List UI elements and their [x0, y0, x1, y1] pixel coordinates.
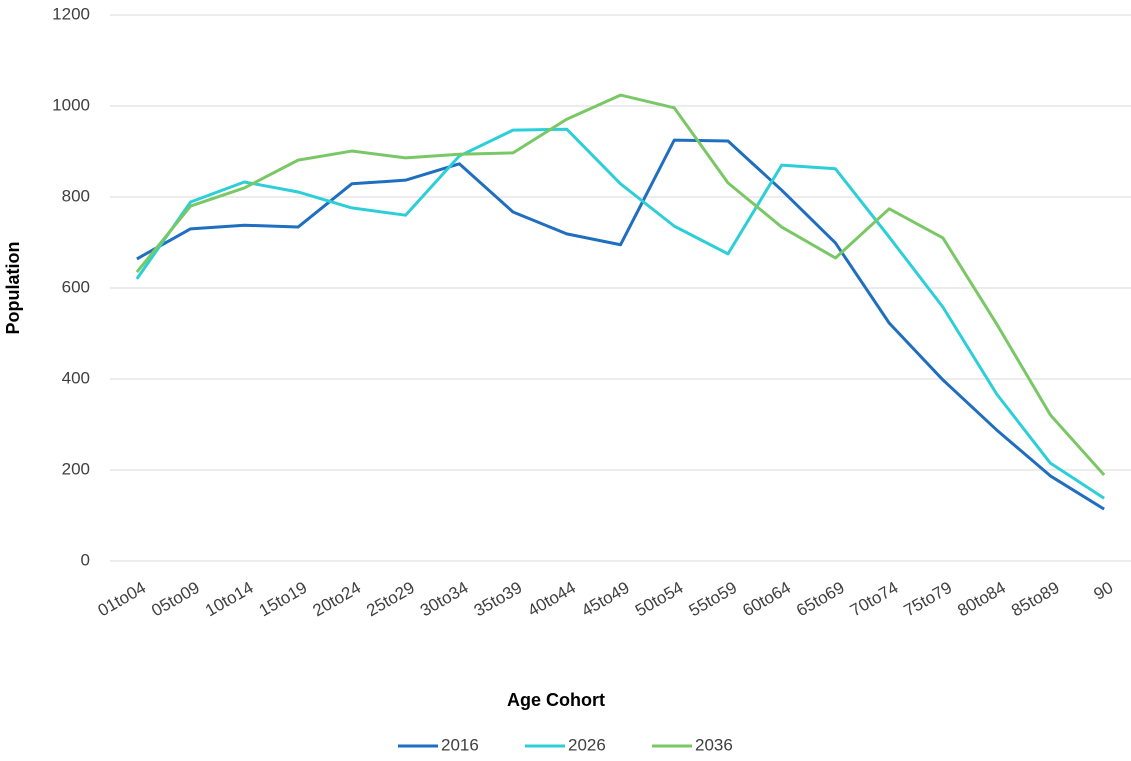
x-tick-label: 45to49: [578, 578, 633, 620]
x-tick-label: 90: [1090, 578, 1116, 604]
x-tick-label: 70to74: [847, 578, 902, 620]
x-tick-label: 35to39: [471, 578, 526, 620]
x-tick-label: 85to89: [1008, 578, 1063, 620]
legend-label: 2036: [695, 735, 733, 754]
x-tick-label: 15to19: [256, 578, 311, 620]
x-tick-label: 30to34: [417, 578, 472, 620]
x-tick-label: 55to59: [686, 578, 741, 620]
y-tick-label: 600: [62, 277, 90, 296]
y-tick-label: 1200: [52, 4, 90, 23]
x-tick-label: 01to04: [95, 578, 150, 620]
x-tick-label: 60to64: [739, 578, 794, 620]
x-tick-label: 10to14: [202, 578, 257, 620]
legend-label: 2026: [568, 735, 606, 754]
y-tick-label: 800: [62, 186, 90, 205]
x-tick-label: 40to44: [524, 578, 579, 620]
x-tick-label: 65to69: [793, 578, 848, 620]
series-line: [135, 93, 1106, 477]
x-tick-label: 50to54: [632, 578, 687, 620]
x-tick-label: 20to24: [310, 578, 365, 620]
x-tick-label: 80to84: [954, 578, 1009, 620]
x-tick-label: 75to79: [901, 578, 956, 620]
y-tick-label: 200: [62, 459, 90, 478]
x-tick-label: 05to09: [148, 578, 203, 620]
series-line: [135, 127, 1105, 500]
y-axis-title: Population: [3, 242, 23, 335]
y-tick-label: 1000: [52, 95, 90, 114]
x-axis-title: Age Cohort: [507, 690, 605, 710]
x-tick-label: 25to29: [363, 578, 418, 620]
y-tick-label: 400: [62, 368, 90, 387]
series-line: [136, 138, 1105, 511]
legend-label: 2016: [441, 735, 479, 754]
y-tick-label: 0: [81, 550, 90, 569]
